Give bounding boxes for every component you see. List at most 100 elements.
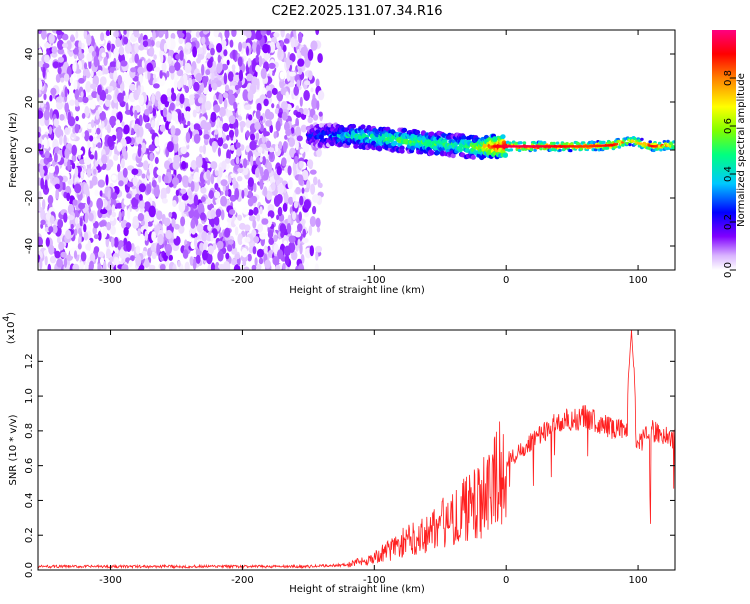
y-tick-label: 0.8	[24, 423, 35, 439]
heatmap-cell	[301, 187, 305, 194]
heatmap-cell	[111, 192, 118, 200]
heatmap-cell	[111, 211, 117, 218]
heatmap-cell	[295, 126, 302, 138]
heatmap-cell	[657, 141, 662, 145]
heatmap-cell	[222, 92, 229, 99]
heatmap-cell	[298, 174, 304, 186]
heatmap-cell	[80, 91, 84, 98]
heatmap-cell	[281, 101, 288, 111]
heatmap-cell	[48, 226, 54, 233]
heatmap-cell	[589, 145, 592, 148]
heatmap-cell	[227, 71, 234, 82]
heatmap-cell	[263, 168, 270, 181]
heatmap-cell	[311, 97, 318, 110]
heatmap-cell	[115, 37, 121, 48]
heatmap-cell	[89, 252, 96, 263]
heatmap-cell	[43, 109, 50, 121]
heatmap-cell	[559, 145, 562, 148]
heatmap-cell	[111, 174, 117, 181]
heatmap-cell	[205, 198, 212, 205]
heatmap-cell	[107, 136, 114, 148]
heatmap-cell	[649, 144, 652, 147]
colorbar-tick-label: 0.2	[723, 214, 734, 230]
heatmap-cell	[603, 144, 606, 147]
heatmap-cell	[232, 177, 237, 186]
heatmap-cell	[556, 145, 558, 148]
heatmap-cell	[258, 257, 264, 265]
heatmap-cell	[555, 141, 560, 145]
figure-title: C2E2.2025.131.07.34.R16	[271, 4, 442, 19]
heatmap-cell	[267, 216, 272, 228]
heatmap-cell	[39, 257, 43, 270]
heatmap-cell	[147, 69, 151, 81]
heatmap-cell	[73, 80, 78, 90]
heatmap-cell	[564, 145, 566, 148]
heatmap-cell	[672, 140, 675, 144]
heatmap-cell	[258, 55, 263, 68]
heatmap-cell	[543, 145, 546, 148]
heatmap-cell	[521, 145, 524, 148]
heatmap-cell	[429, 131, 435, 137]
heatmap-cell	[239, 120, 246, 128]
heatmap-cell	[81, 112, 86, 119]
heatmap-cell	[571, 145, 574, 148]
heatmap-cell	[100, 32, 105, 42]
heatmap-cell	[77, 96, 84, 103]
heatmap-cell	[80, 251, 87, 262]
heatmap-cell	[517, 148, 522, 153]
heatmap-cell	[162, 107, 168, 118]
x-tick-label: -200	[231, 275, 254, 286]
heatmap-cell	[275, 143, 279, 152]
heatmap-cell	[263, 186, 268, 197]
heatmap-cell	[98, 100, 104, 106]
heatmap-cell	[115, 119, 121, 126]
heatmap-cell	[210, 209, 216, 219]
heatmap-cell	[90, 146, 94, 153]
heatmap-cell	[67, 111, 72, 123]
heatmap-cell	[173, 79, 178, 89]
heatmap-cell	[170, 125, 176, 136]
heatmap-cell	[157, 233, 164, 246]
heatmap-cell	[315, 217, 321, 228]
heatmap-cell	[84, 261, 89, 270]
heatmap-cell	[652, 145, 655, 148]
heatmap-cell	[239, 222, 246, 230]
heatmap-cell	[97, 84, 102, 96]
heatmap-cell	[63, 134, 67, 146]
heatmap-cell	[72, 199, 78, 206]
heatmap-cell	[197, 97, 204, 104]
heatmap-cell	[78, 159, 86, 165]
heatmap-cell	[40, 177, 45, 190]
heatmap-cell	[165, 229, 173, 240]
heatmap-cell	[586, 145, 589, 148]
heatmap-cell	[64, 147, 70, 159]
heatmap-cell	[296, 79, 301, 89]
heatmap-cell	[127, 181, 134, 188]
heatmap-cell	[123, 198, 131, 206]
heatmap-cell	[197, 47, 204, 55]
heatmap-cell	[262, 43, 270, 54]
heatmap-cell	[271, 103, 275, 109]
heatmap-cell	[163, 175, 169, 184]
heatmap-cell	[116, 142, 123, 152]
heatmap-cell	[79, 217, 83, 227]
heatmap-cell	[507, 145, 509, 148]
heatmap-cell	[548, 145, 551, 148]
heatmap-cell	[158, 174, 162, 183]
heatmap-cell	[72, 47, 79, 55]
x-tick-label: 0	[503, 575, 509, 586]
heatmap-cell	[265, 120, 272, 127]
heatmap-cell	[40, 219, 46, 225]
heatmap-cell	[151, 252, 157, 260]
heatmap-cell	[218, 232, 223, 238]
heatmap-cell	[318, 111, 323, 117]
heatmap-cell	[605, 146, 610, 150]
heatmap-cell	[287, 165, 292, 176]
heatmap-cell	[206, 52, 211, 59]
heatmap-cell	[267, 111, 275, 120]
heatmap-cell	[254, 121, 261, 131]
heatmap-cell	[233, 135, 237, 143]
heatmap-cell	[48, 165, 55, 174]
heatmap-cell	[220, 209, 225, 221]
y-tick-label: 1.2	[24, 353, 35, 369]
